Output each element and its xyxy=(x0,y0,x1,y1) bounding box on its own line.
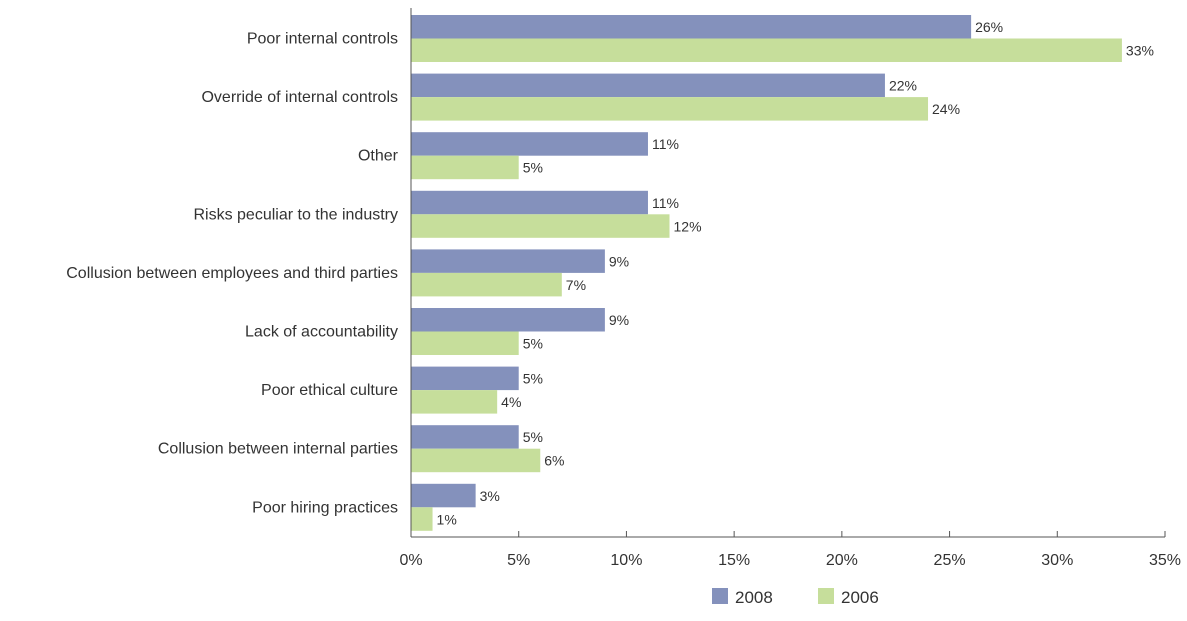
value-label-2006: 6% xyxy=(544,453,564,469)
bar-2008 xyxy=(411,366,519,391)
legend-label-2006: 2006 xyxy=(841,588,879,607)
legend-swatch-2006 xyxy=(818,588,834,604)
category-label: Poor internal controls xyxy=(247,31,398,48)
legend: 2008 2006 xyxy=(712,588,879,607)
bar-2008 xyxy=(411,308,605,332)
bar-2006 xyxy=(411,507,433,531)
value-label-2006: 33% xyxy=(1126,43,1154,59)
x-tick-label: 25% xyxy=(934,552,966,569)
bar-2008 xyxy=(411,73,885,98)
x-tick-label: 0% xyxy=(399,552,422,569)
bar-2006 xyxy=(411,272,562,297)
value-label-2008: 3% xyxy=(480,488,500,504)
value-label-2006: 5% xyxy=(523,336,543,352)
bar-2006 xyxy=(411,38,1122,62)
value-label-2006: 12% xyxy=(674,218,702,234)
value-label-2006: 1% xyxy=(437,511,457,527)
value-labels-group: 26%33%22%24%11%5%11%12%9%7%9%5%5%4%5%6%3… xyxy=(437,19,1154,527)
value-label-2008: 26% xyxy=(975,19,1003,35)
x-tick-label: 10% xyxy=(610,552,642,569)
bar-2006 xyxy=(411,214,670,238)
value-label-2008: 9% xyxy=(609,253,629,269)
value-label-2006: 5% xyxy=(523,160,543,176)
bar-2008 xyxy=(411,249,605,273)
bar-2006 xyxy=(411,390,498,414)
category-label: Lack of accountability xyxy=(245,324,398,341)
category-label: Collusion between employees and third pa… xyxy=(66,265,398,282)
category-labels-group: Poor internal controls Override of intern… xyxy=(66,31,398,517)
value-label-2008: 11% xyxy=(652,195,679,211)
x-tick-label: 5% xyxy=(507,552,530,569)
x-tick-label: 35% xyxy=(1149,552,1181,569)
bar-2006 xyxy=(411,155,519,180)
bar-2008 xyxy=(411,132,648,156)
bar-2008 xyxy=(411,483,476,508)
x-tick-label: 15% xyxy=(718,552,750,569)
value-label-2008: 5% xyxy=(523,371,543,387)
category-label: Override of internal controls xyxy=(201,89,398,106)
value-label-2008: 11% xyxy=(652,136,679,152)
category-label: Collusion between internal parties xyxy=(158,441,398,458)
value-label-2006: 7% xyxy=(566,277,586,293)
axes-group: 0% 5% 10% 15% 20% 25% 30% 35% xyxy=(399,8,1181,569)
bar-2006 xyxy=(411,331,519,355)
value-label-2008: 9% xyxy=(609,312,629,328)
bar-2006 xyxy=(411,97,929,121)
bar-2008 xyxy=(411,190,648,215)
category-label: Risks peculiar to the industry xyxy=(193,206,398,223)
category-label: Poor ethical culture xyxy=(261,382,398,399)
legend-label-2008: 2008 xyxy=(735,588,773,607)
bar-2006 xyxy=(411,448,541,473)
value-label-2006: 4% xyxy=(501,394,521,410)
x-tick-label: 20% xyxy=(826,552,858,569)
category-label: Poor hiring practices xyxy=(252,499,398,516)
value-label-2008: 22% xyxy=(889,78,917,94)
legend-swatch-2008 xyxy=(712,588,728,604)
value-label-2008: 5% xyxy=(523,429,543,445)
category-label: Other xyxy=(358,148,399,165)
x-tick-label: 30% xyxy=(1041,552,1073,569)
bars-group xyxy=(411,15,1122,531)
bar-2008 xyxy=(411,15,972,39)
value-label-2006: 24% xyxy=(932,101,960,117)
bar-2008 xyxy=(411,425,519,449)
